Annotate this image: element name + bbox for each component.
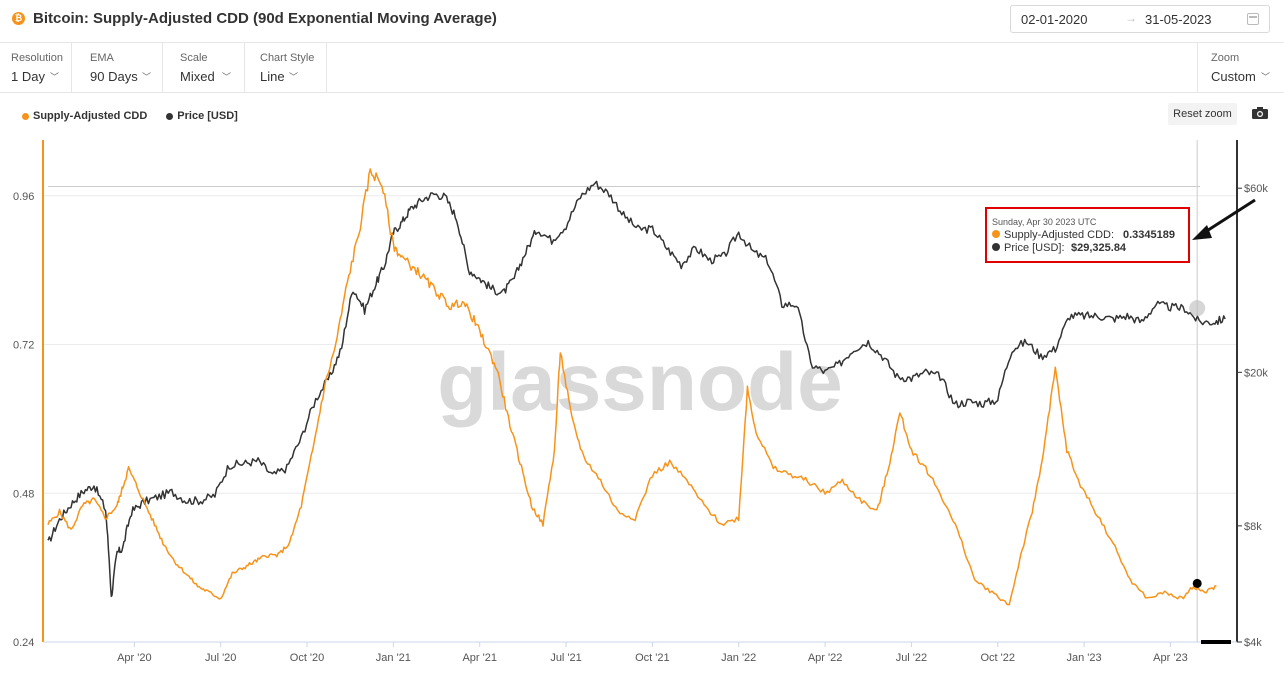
- x-tick-label: Oct '21: [635, 652, 670, 664]
- chevron-down-icon: ﹀: [1261, 72, 1271, 82]
- x-tick-label: Jul '22: [896, 652, 927, 664]
- left-axis-ticks: 0.96 0.72 0.48 0.24: [13, 191, 34, 649]
- chevron-down-icon: ﹀: [289, 72, 299, 82]
- annotation-arrow: [1192, 198, 1256, 240]
- tooltip: Sunday, Apr 30 2023 UTC Supply-Adjusted …: [985, 207, 1190, 263]
- chart-style-label: Chart Style: [260, 52, 315, 64]
- watermark: glassnode: [437, 337, 843, 428]
- chart-legend: Supply-Adjusted CDD Price [USD]: [22, 110, 257, 122]
- right-tick-label: $60k: [1244, 183, 1268, 195]
- ema-value: 90 Days: [90, 69, 138, 84]
- ema-label: EMA: [90, 52, 114, 64]
- resolution-label: Resolution: [11, 52, 63, 64]
- tooltip-dot-price: [992, 243, 1000, 251]
- hover-marker-cdd: [1192, 578, 1202, 588]
- ema-dropdown[interactable]: EMA 90 Days ﹀: [79, 43, 163, 93]
- legend-item-price[interactable]: Price [USD]: [166, 110, 238, 122]
- tooltip-dot-cdd: [992, 230, 1000, 238]
- chart-style-dropdown[interactable]: Chart Style Line ﹀: [249, 43, 327, 93]
- left-tick-label: 0.24: [13, 637, 34, 649]
- x-tick-label: Jul '20: [205, 652, 236, 664]
- legend-dot-cdd: [22, 112, 29, 120]
- x-tick-label: Apr '21: [462, 652, 497, 664]
- right-tick-label: $4k: [1244, 637, 1262, 649]
- legend-item-cdd[interactable]: Supply-Adjusted CDD: [22, 110, 147, 122]
- zoom-value: Custom: [1211, 69, 1256, 84]
- x-tick-label: Oct '22: [980, 652, 1015, 664]
- x-tick-label: Oct '20: [290, 652, 325, 664]
- calendar-icon[interactable]: [1247, 13, 1259, 25]
- scale-value: Mixed: [180, 69, 215, 84]
- tooltip-cdd-value: 0.3345189: [1123, 229, 1175, 241]
- x-tick-label: Jan '22: [721, 652, 756, 664]
- legend-label-price: Price [USD]: [177, 110, 238, 122]
- right-tick-label: $20k: [1244, 367, 1268, 379]
- page-title: Bitcoin: Supply-Adjusted CDD (90d Expone…: [33, 10, 497, 27]
- camera-icon[interactable]: [1252, 107, 1268, 119]
- left-tick-label: 0.48: [13, 488, 34, 500]
- header: ₿ Bitcoin: Supply-Adjusted CDD (90d Expo…: [0, 0, 1284, 43]
- chart-area[interactable]: glassnode 0.96 0.72 0.48 0.24 $60k $20k $8k $4…: [0, 130, 1284, 673]
- chevron-down-icon: ﹀: [142, 72, 152, 82]
- x-tick-label: Apr '22: [808, 652, 843, 664]
- scale-label: Scale: [180, 52, 208, 64]
- chart-style-value: Line: [260, 69, 285, 84]
- x-tick-label: Jan '21: [376, 652, 411, 664]
- chart-controls: Resolution 1 Day ﹀ EMA 90 Days ﹀ Scale M…: [0, 43, 1284, 93]
- zoom-dropdown[interactable]: Zoom Custom ﹀: [1197, 43, 1284, 93]
- date-range-picker[interactable]: 02-01-2020 → 31-05-2023: [1010, 5, 1270, 33]
- resolution-value: 1 Day: [11, 69, 45, 84]
- tooltip-cdd-label: Supply-Adjusted CDD:: [1004, 229, 1114, 241]
- x-tick-label: Apr '23: [1153, 652, 1188, 664]
- chevron-down-icon: ﹀: [222, 72, 232, 82]
- date-start-input[interactable]: 02-01-2020: [1021, 12, 1088, 27]
- tooltip-price-value: $29,325.84: [1071, 242, 1127, 254]
- x-tick-label: Jan '23: [1067, 652, 1102, 664]
- chevron-down-icon: ﹀: [50, 72, 60, 82]
- navigator-handle[interactable]: [1201, 640, 1231, 644]
- x-tick-label: Jul '21: [550, 652, 581, 664]
- arrow-right-icon: →: [1125, 11, 1137, 25]
- right-axis-ticks: $60k $20k $8k $4k: [1237, 183, 1268, 649]
- x-tick-label: Apr '20: [117, 652, 152, 664]
- resolution-dropdown[interactable]: Resolution 1 Day ﹀: [0, 43, 72, 93]
- zoom-label: Zoom: [1211, 52, 1240, 64]
- bitcoin-icon: ₿: [12, 12, 25, 25]
- legend-dot-price: [166, 112, 174, 120]
- left-tick-label: 0.96: [13, 191, 34, 203]
- price-series-line: [47, 180, 1226, 598]
- tooltip-price-label: Price [USD]:: [1004, 242, 1065, 254]
- tooltip-date: Sunday, Apr 30 2023 UTC: [992, 217, 1097, 227]
- cdd-series-line: [47, 168, 1217, 606]
- x-axis-ticks: Apr '20 Jul '20 Oct '20 Jan '21 Apr '21 Jul '…: [117, 642, 1188, 664]
- hover-marker-price: [1189, 300, 1206, 317]
- left-tick-label: 0.72: [13, 340, 34, 352]
- date-end-input[interactable]: 31-05-2023: [1145, 12, 1212, 27]
- right-tick-label: $8k: [1244, 521, 1262, 533]
- tooltip-box: [985, 207, 1190, 263]
- legend-label-cdd: Supply-Adjusted CDD: [33, 110, 148, 122]
- reset-zoom-button[interactable]: Reset zoom: [1168, 103, 1237, 125]
- scale-dropdown[interactable]: Scale Mixed ﹀: [169, 43, 245, 93]
